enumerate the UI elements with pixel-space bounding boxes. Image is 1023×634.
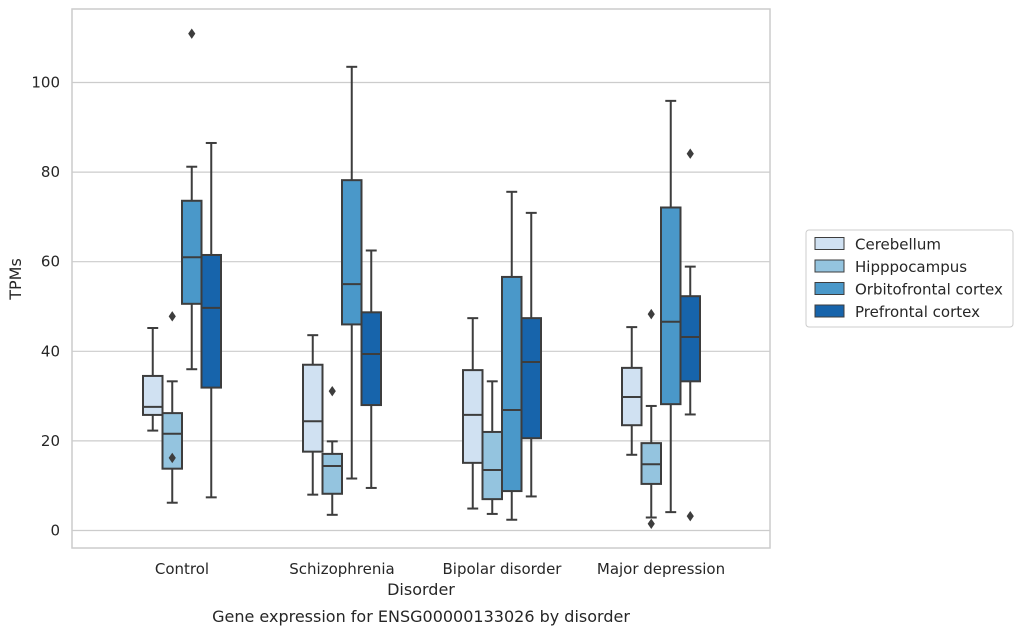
box-iqr <box>200 253 222 389</box>
box-iqr <box>660 206 682 406</box>
x-tick-label-schizophrenia: Schizophrenia <box>289 560 394 578</box>
outlier-point <box>168 311 176 322</box>
y-tick-label-80: 80 <box>41 163 60 181</box>
outlier-point <box>686 148 694 159</box>
legend-swatch-orbitofrontal-cortex <box>814 282 845 295</box>
box-iqr <box>302 363 324 453</box>
legend: Cerebellum Hipppocampus Orbitofrontal cort… <box>805 229 1014 328</box>
box-iqr <box>142 374 164 416</box>
box-iqr <box>679 295 701 383</box>
outlier-point <box>686 510 694 522</box>
legend-frame <box>805 229 1014 328</box>
box-orbitofrontal-cortex-major-depression <box>660 99 682 514</box>
figure-caption: Gene expression for ENSG00000133026 by d… <box>212 607 630 626</box>
box-iqr <box>520 317 542 440</box>
plot-frame <box>71 8 771 549</box>
box-orbitofrontal-cortex-control <box>181 28 203 371</box>
plot-area <box>142 28 701 529</box>
legend-label-cerebellum: Cerebellum <box>855 236 941 254</box>
x-axis-label: Disorder <box>387 580 455 599</box>
legend-swatch-prefrontal-cortex <box>814 304 845 318</box>
box-prefrontal-cortex-control <box>200 141 222 499</box>
box-iqr <box>321 452 343 495</box>
box-cerebellum-schizophrenia <box>302 334 324 496</box>
y-tick-label-20: 20 <box>41 432 60 450</box>
legend-label-orbitofrontal-cortex: Orbitofrontal cortex <box>855 281 1003 299</box>
outlier-point <box>647 308 655 320</box>
outlier-point <box>328 385 336 397</box>
x-tick-label-bipolar-disorder: Bipolar disorder <box>443 560 563 578</box>
x-tick-label-major-depression: Major depression <box>597 560 725 578</box>
y-tick-label-60: 60 <box>41 253 60 271</box>
outlier-point <box>188 28 196 39</box>
box-iqr <box>161 412 183 470</box>
y-axis-ticks: 0 20 40 60 80 100 <box>31 74 60 540</box>
box-prefrontal-cortex-schizophrenia <box>360 249 382 489</box>
box-iqr <box>360 311 382 407</box>
box-prefrontal-cortex-bipolar-disorder <box>520 211 542 498</box>
outlier-point <box>647 518 655 529</box>
box-iqr <box>341 179 363 326</box>
box-iqr <box>181 199 203 305</box>
box-cerebellum-control <box>142 327 164 432</box>
legend-label-hipppocampus: Hipppocampus <box>855 258 967 276</box>
box-iqr <box>481 430 503 501</box>
legend-swatch-hipppocampus <box>814 259 845 273</box>
outlier-point <box>168 452 176 464</box>
y-axis-label: TPMs <box>6 258 25 301</box>
legend-swatch-cerebellum <box>814 237 845 250</box>
legend-label-prefrontal-cortex: Prefrontal cortex <box>855 303 980 321</box>
box-prefrontal-cortex-major-depression <box>679 148 701 522</box>
x-axis-ticks: Control Schizophrenia Bipolar disorder Majo… <box>155 560 725 578</box>
box-hipppocampus-major-depression <box>640 308 662 529</box>
box-hipppocampus-control <box>161 311 183 504</box>
y-tick-label-40: 40 <box>41 342 60 360</box>
box-hipppocampus-schizophrenia <box>321 385 343 516</box>
box-cerebellum-major-depression <box>621 326 643 456</box>
box-cerebellum-bipolar-disorder <box>462 317 484 510</box>
x-tick-label-control: Control <box>155 560 209 578</box>
box-orbitofrontal-cortex-bipolar-disorder <box>501 190 523 521</box>
box-hipppocampus-bipolar-disorder <box>481 380 503 515</box>
box-iqr <box>462 369 484 464</box>
box-iqr <box>501 275 523 493</box>
y-tick-label-0: 0 <box>50 522 60 540</box>
box-orbitofrontal-cortex-schizophrenia <box>341 65 363 480</box>
y-tick-label-100: 100 <box>31 74 60 92</box>
